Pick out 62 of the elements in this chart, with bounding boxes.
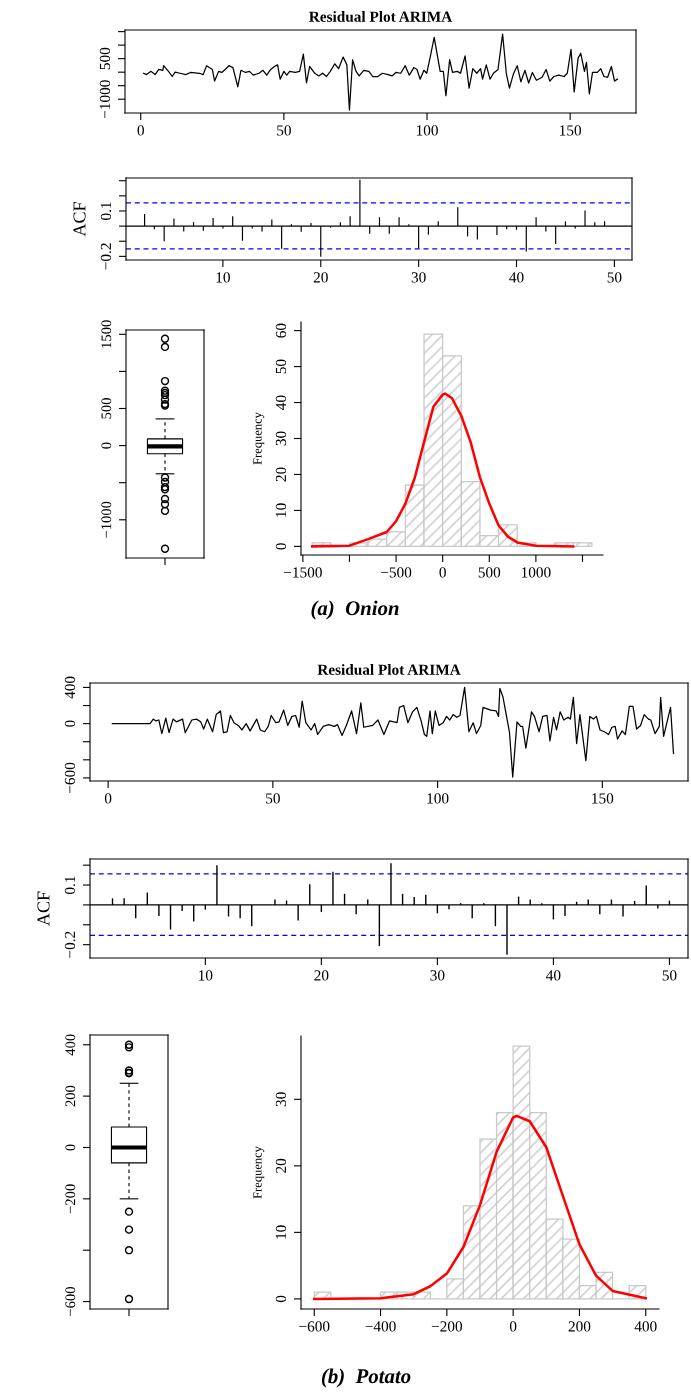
y-tick-label: 500 [101, 398, 112, 419]
x-tick-label: 50 [266, 793, 280, 804]
x-tick-label: −1500 [284, 567, 322, 578]
y-axis-title: ACF [73, 202, 86, 237]
x-tick-label: 20 [314, 970, 329, 981]
y-axis-title: Frequency [253, 412, 265, 465]
x-tick-label: 0 [137, 125, 144, 136]
y-tick-label: 0 [275, 1295, 287, 1303]
x-tick-label: 50 [607, 272, 622, 283]
text: (a) Onion [311, 600, 399, 620]
y-axis-title: ACF [37, 891, 50, 926]
y-tick-label: 500 [99, 47, 111, 70]
y-tick-label: −200 [65, 1184, 76, 1214]
x-tick-label: 0 [509, 1321, 517, 1332]
x-tick-label: 200 [568, 1321, 591, 1332]
x-tick-label: 30 [430, 970, 445, 981]
x-tick-label: 10 [199, 970, 213, 981]
x-tick-label: 150 [592, 793, 614, 804]
y-tick-label: 10 [275, 1225, 287, 1239]
y-tick-label: 1500 [101, 320, 112, 348]
y-tick-label: 0 [64, 720, 76, 727]
y-tick-label: −1000 [99, 80, 111, 119]
x-tick-label: 100 [416, 125, 438, 136]
y-tick-label: 50 [275, 359, 287, 374]
x-tick-label: 1000 [521, 567, 551, 578]
y-tick-label: 0 [101, 442, 112, 449]
y-tick-label: 200 [65, 1085, 76, 1107]
x-tick-label: 10 [216, 272, 230, 283]
y-axis-title: Frequency [253, 1146, 265, 1199]
x-tick-label: −400 [365, 1321, 396, 1332]
y-tick-label: 0 [275, 543, 287, 550]
x-tick-label: 100 [427, 793, 449, 804]
y-tick-label: 40 [275, 395, 287, 410]
y-tick-label: 20 [275, 467, 287, 482]
y-tick-label: 0.1 [100, 202, 112, 220]
y-tick-label: 30 [275, 1092, 287, 1107]
x-tick-label: 0 [439, 567, 446, 578]
y-tick-label: 400 [65, 1034, 76, 1056]
y-tick-label: 0.1 [64, 876, 76, 895]
x-tick-label: −600 [299, 1321, 330, 1332]
y-tick-label: 400 [64, 676, 76, 699]
x-tick-label: 40 [546, 970, 561, 981]
x-tick-label: 500 [478, 567, 501, 578]
x-tick-label: 400 [634, 1321, 657, 1332]
chart-title: Residual Plot ARIMA [309, 11, 453, 22]
x-tick-label: −200 [431, 1321, 463, 1332]
y-tick-label: −1000 [101, 501, 112, 538]
y-tick-label: 60 [275, 323, 287, 338]
x-tick-label: 150 [560, 125, 582, 136]
x-tick-label: 30 [411, 272, 426, 283]
x-tick-label: 40 [509, 272, 524, 283]
text: (b) Potato [321, 1368, 411, 1388]
x-tick-label: −500 [381, 567, 412, 578]
y-tick-label: 10 [275, 503, 287, 517]
y-tick-label: 0 [65, 1144, 76, 1151]
y-tick-label: −0.2 [64, 931, 76, 958]
y-tick-label: −0.2 [100, 243, 112, 270]
chart-title: Residual Plot ARIMA [317, 664, 461, 675]
y-tick-label: 20 [275, 1158, 287, 1173]
x-tick-label: 50 [662, 970, 677, 981]
y-tick-label: 30 [275, 431, 287, 446]
x-tick-label: 20 [313, 272, 328, 283]
